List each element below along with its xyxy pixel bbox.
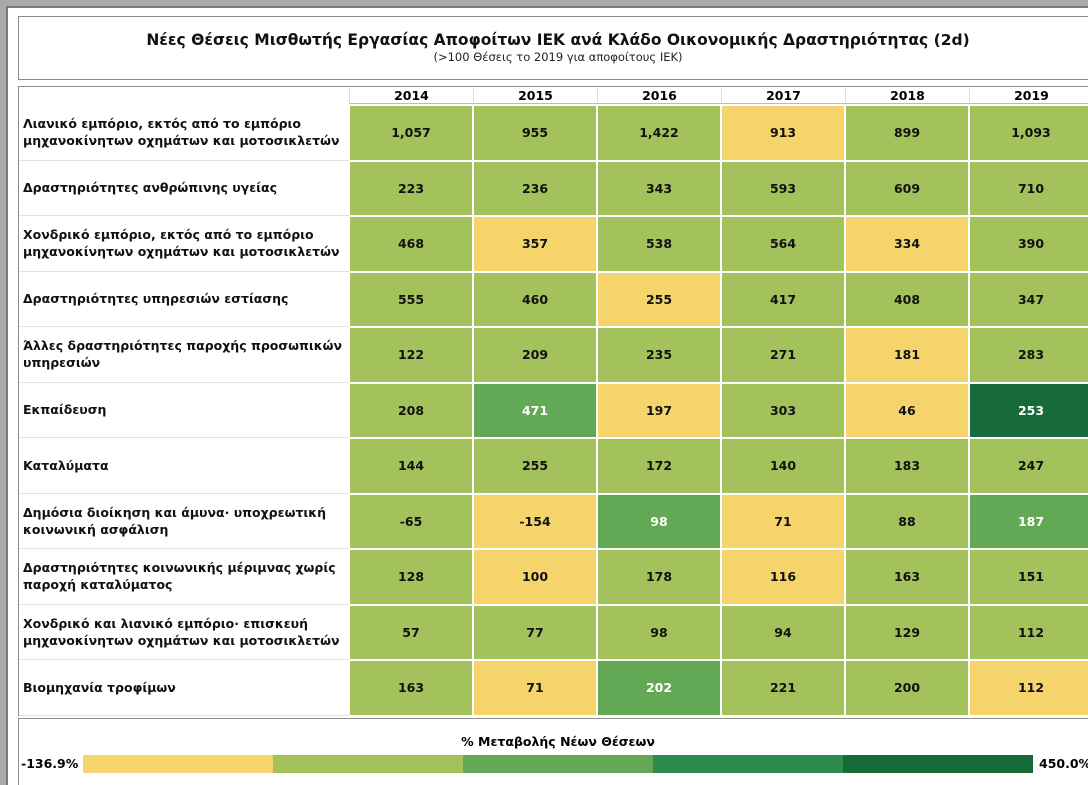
table-cell: 197 [597, 382, 721, 438]
dashboard: Νέες Θέσεις Μισθωτής Εργασίας Αποφοίτων … [6, 6, 1088, 785]
table-cell: 178 [597, 549, 721, 605]
table-cell: 151 [969, 549, 1088, 605]
table-cell: 140 [721, 438, 845, 494]
table-cell: 390 [969, 216, 1088, 272]
table-cell: 187 [969, 493, 1088, 549]
row-label: Δημόσια διοίκηση και άμυνα· υποχρεωτική … [19, 494, 349, 549]
table-cell: 235 [597, 327, 721, 383]
highlight-table: 2014 2015 2016 2017 2018 2019 Λιανικό εμπόριο,… [18, 86, 1088, 716]
table-cell: 283 [969, 327, 1088, 383]
table-cell: 247 [969, 438, 1088, 494]
table-cell: 116 [721, 549, 845, 605]
table-cell: 46 [845, 382, 969, 438]
row-label: Λιανικό εμπόριο, εκτός από το εμπόριο μη… [19, 105, 349, 161]
legend-min: -136.9% [21, 756, 79, 771]
table-cell: 609 [845, 160, 969, 216]
table-cell: 334 [845, 216, 969, 272]
table-cell: 955 [473, 105, 597, 161]
table-cell: 98 [597, 493, 721, 549]
table-cell: 564 [721, 216, 845, 272]
table-cell: 223 [349, 160, 473, 216]
table-cell: 88 [845, 493, 969, 549]
table-cell: 112 [969, 604, 1088, 660]
row-label: Χονδρικό και λιανικό εμπόριο· επισκευή μ… [19, 605, 349, 660]
table-cell: 202 [597, 660, 721, 716]
table-cell: 200 [845, 660, 969, 716]
table-cell: 236 [473, 160, 597, 216]
table-cell: 181 [845, 327, 969, 383]
table-cell: 710 [969, 160, 1088, 216]
table-cell: 1,422 [597, 105, 721, 161]
table-cell: 163 [845, 549, 969, 605]
table-cell: 471 [473, 382, 597, 438]
table-cell: 208 [349, 382, 473, 438]
subtitle: (>100 Θέσεις το 2019 για αποφοίτους ΙΕΚ) [433, 50, 683, 64]
legend-swatch [273, 755, 463, 773]
table-cell: 1,057 [349, 105, 473, 161]
row-label: Άλλες δραστηριότητες παροχής προσωπικών … [19, 327, 349, 383]
table-cell: 593 [721, 160, 845, 216]
table-cell: 71 [721, 493, 845, 549]
table-cell: 163 [349, 660, 473, 716]
table-cell: 253 [969, 382, 1088, 438]
table-cell: 57 [349, 604, 473, 660]
table-cell: 98 [597, 604, 721, 660]
table-cell: -65 [349, 493, 473, 549]
header: Νέες Θέσεις Μισθωτής Εργασίας Αποφοίτων … [18, 16, 1088, 80]
column-header: 2018 [845, 88, 969, 104]
row-label: Δραστηριότητες κοινωνικής μέριμνας χωρίς… [19, 549, 349, 605]
legend-max: 450.0% [1039, 756, 1088, 771]
row-label: Καταλύματα [19, 438, 349, 494]
table-cell: 128 [349, 549, 473, 605]
table-cell: 94 [721, 604, 845, 660]
table-cell: 357 [473, 216, 597, 272]
row-label: Χονδρικό εμπόριο, εκτός από το εμπόριο μ… [19, 216, 349, 272]
column-header: 2017 [721, 88, 845, 104]
table-cell: -154 [473, 493, 597, 549]
table-cell: 71 [473, 660, 597, 716]
table-cell: 129 [845, 604, 969, 660]
table-cell: 255 [473, 438, 597, 494]
table-cell: 209 [473, 327, 597, 383]
row-label: Βιομηχανία τροφίμων [19, 660, 349, 716]
column-header: 2016 [597, 88, 721, 104]
table-cell: 468 [349, 216, 473, 272]
color-legend: % Μεταβολής Νέων Θέσεων -136.9% 450.0% [18, 718, 1088, 785]
table-cell: 122 [349, 327, 473, 383]
table-cell: 460 [473, 271, 597, 327]
table-cell: 271 [721, 327, 845, 383]
legend-swatch [653, 755, 843, 773]
column-header: 2019 [969, 88, 1088, 104]
legend-title: % Μεταβολής Νέων Θέσεων [461, 734, 655, 749]
legend-swatch [463, 755, 653, 773]
column-header: 2014 [349, 88, 473, 104]
table-cell: 1,093 [969, 105, 1088, 161]
table-cell: 303 [721, 382, 845, 438]
table-cell: 183 [845, 438, 969, 494]
table-cell: 417 [721, 271, 845, 327]
table-cell: 255 [597, 271, 721, 327]
table-cell: 347 [969, 271, 1088, 327]
table-cell: 899 [845, 105, 969, 161]
row-label: Δραστηριότητες υπηρεσιών εστίασης [19, 272, 349, 327]
column-header: 2015 [473, 88, 597, 104]
table-cell: 538 [597, 216, 721, 272]
table-cell: 343 [597, 160, 721, 216]
table-cell: 221 [721, 660, 845, 716]
legend-swatch [843, 755, 1033, 773]
legend-swatch [83, 755, 273, 773]
title: Νέες Θέσεις Μισθωτής Εργασίας Αποφοίτων … [146, 31, 970, 49]
table-cell: 408 [845, 271, 969, 327]
row-label: Δραστηριότητες ανθρώπινης υγείας [19, 161, 349, 216]
table-cell: 100 [473, 549, 597, 605]
table-cell: 112 [969, 660, 1088, 716]
table-cell: 555 [349, 271, 473, 327]
row-label: Εκπαίδευση [19, 383, 349, 438]
table-cell: 77 [473, 604, 597, 660]
table-cell: 172 [597, 438, 721, 494]
table-cell: 913 [721, 105, 845, 161]
table-cell: 144 [349, 438, 473, 494]
